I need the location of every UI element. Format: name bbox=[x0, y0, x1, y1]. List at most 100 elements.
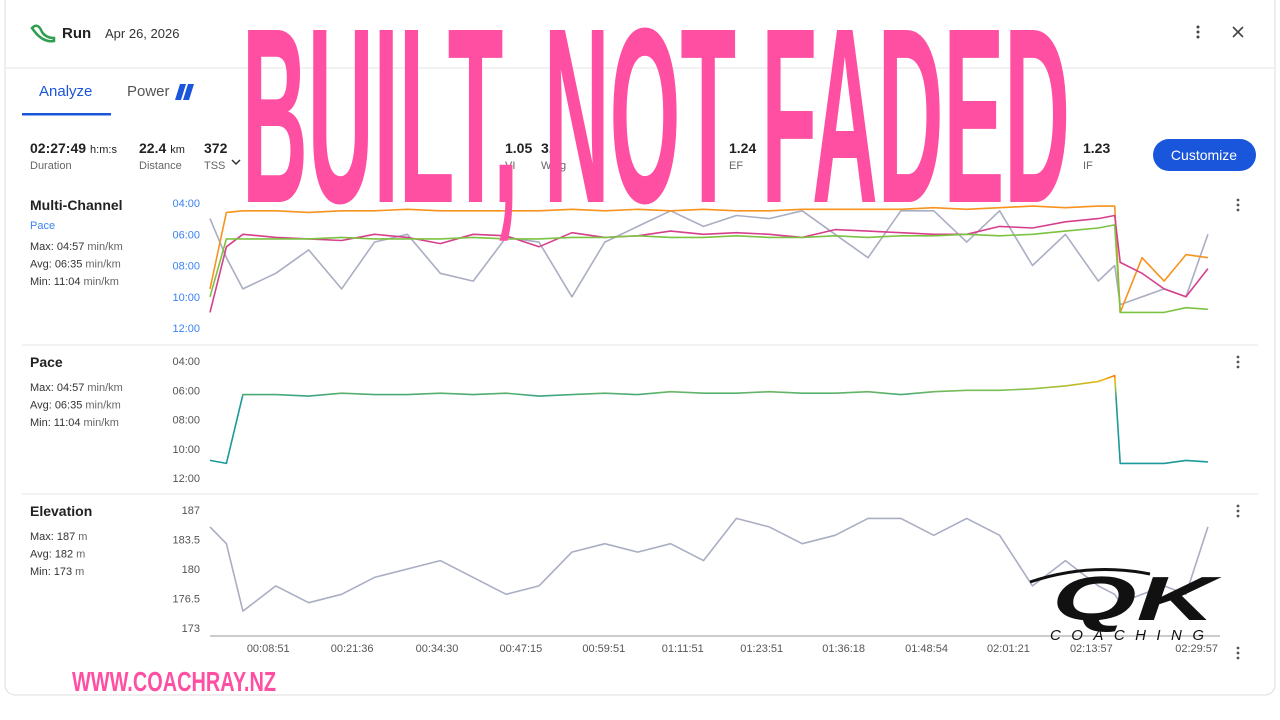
y-tick-label: 04:00 bbox=[172, 356, 200, 368]
stat: Avg: 06:35 min/km bbox=[30, 259, 121, 271]
customize-button[interactable] bbox=[1153, 139, 1256, 171]
metric-unit: km bbox=[170, 144, 185, 156]
logo: QK bbox=[1052, 565, 1222, 634]
x-tick-label: 00:47:15 bbox=[499, 643, 542, 655]
stat: Min: 11:04 min/km bbox=[30, 276, 119, 288]
close-button[interactable] bbox=[1232, 26, 1244, 38]
x-tick-label: 00:08:51 bbox=[247, 643, 290, 655]
menu-dot bbox=[1236, 656, 1240, 660]
stat-value: 11:04 bbox=[54, 417, 81, 429]
y-tick-label: 173 bbox=[182, 623, 200, 635]
metric-value: 3.6 bbox=[541, 140, 561, 156]
stat-unit: m bbox=[75, 566, 84, 578]
stat-unit: min/km bbox=[87, 241, 122, 253]
y-tick-label: 187 bbox=[182, 505, 200, 517]
x-tick-label: 02:13:57 bbox=[1070, 643, 1113, 655]
run-icon bbox=[30, 24, 56, 43]
x-tick-label: 00:21:36 bbox=[331, 643, 374, 655]
title: Run bbox=[62, 25, 91, 42]
metric-number: 1.05 bbox=[505, 140, 532, 156]
stat-unit: m bbox=[78, 531, 87, 543]
menu-dot bbox=[1236, 208, 1240, 212]
x-tick-label: 02:29:57 bbox=[1175, 643, 1218, 655]
metric-label: Duration bbox=[30, 160, 72, 172]
menu-dot bbox=[1236, 198, 1240, 202]
menu-dot bbox=[1236, 651, 1240, 655]
x-tick-label: 01:48:54 bbox=[905, 643, 948, 655]
power-icon bbox=[175, 84, 194, 100]
tab-underline bbox=[22, 113, 111, 116]
metric-number: 1.24 bbox=[729, 140, 756, 156]
y-tick-label: 10:00 bbox=[172, 444, 200, 456]
stat-value: 182 bbox=[55, 549, 73, 561]
x-tick-label: 01:23:51 bbox=[740, 643, 783, 655]
y-tick-label: 06:00 bbox=[172, 229, 200, 241]
date: Apr 26, 2026 bbox=[105, 26, 179, 41]
stat-unit: min/km bbox=[85, 259, 120, 271]
metric-number: 22.4 bbox=[139, 140, 166, 156]
stat-value: 06:35 bbox=[55, 400, 83, 412]
metric-label: IF bbox=[1083, 160, 1093, 172]
menu-dot bbox=[1236, 203, 1240, 207]
tab[interactable]: Analyze bbox=[39, 83, 92, 100]
stat-value: 173 bbox=[54, 566, 72, 578]
bottom-menu[interactable] bbox=[1236, 646, 1240, 660]
metric-label: TSS bbox=[204, 160, 225, 172]
metric-value: 1.05 bbox=[505, 140, 532, 156]
tss-chevron bbox=[231, 159, 241, 166]
x-tick-label: 01:36:18 bbox=[822, 643, 865, 655]
stat-label: Avg: bbox=[30, 400, 52, 412]
tab[interactable]: Power bbox=[127, 83, 170, 100]
y-tick-label: 08:00 bbox=[172, 415, 200, 427]
y-tick-label: 08:00 bbox=[172, 261, 200, 273]
button-label[interactable]: Customize bbox=[1171, 147, 1237, 163]
menu-dot bbox=[1236, 504, 1240, 508]
y-tick-label: 10:00 bbox=[172, 292, 200, 304]
logo-swoosh bbox=[1029, 568, 1151, 584]
metric-label: W/kg bbox=[541, 160, 566, 172]
data-line bbox=[209, 210, 1209, 306]
stat: Max: 04:57 min/km bbox=[30, 241, 123, 253]
menu-dot bbox=[1236, 509, 1240, 513]
data-line bbox=[209, 517, 1209, 612]
stat-unit: m bbox=[76, 549, 85, 561]
y-tick-label: 176.5 bbox=[172, 594, 200, 606]
metric-value: 1.24 bbox=[729, 140, 756, 156]
x-tick-label: 02:01:21 bbox=[987, 643, 1030, 655]
stat-label: Avg: bbox=[30, 549, 52, 561]
y-tick-label: 12:00 bbox=[172, 473, 200, 485]
menu-dot bbox=[1236, 355, 1240, 359]
stat: Max: 04:57 min/km bbox=[30, 382, 123, 394]
stat: Avg: 06:35 min/km bbox=[30, 400, 121, 412]
y-tick-label: 04:00 bbox=[172, 198, 200, 210]
data-line bbox=[209, 374, 1208, 465]
menu-dot bbox=[1236, 360, 1240, 364]
stat-label: Avg: bbox=[30, 259, 52, 271]
chart-menu[interactable] bbox=[1236, 198, 1240, 212]
menu-dot bbox=[1236, 646, 1240, 650]
metric-number: 3.6 bbox=[541, 140, 561, 156]
stat-label: Max: bbox=[30, 531, 54, 543]
stat-label: Min: bbox=[30, 566, 51, 578]
menu-button[interactable] bbox=[1196, 25, 1200, 39]
y-tick-label: 183.5 bbox=[172, 535, 200, 547]
metric-unit: h:m:s bbox=[90, 144, 117, 156]
stat-value: 11:04 bbox=[54, 276, 81, 288]
metric-label: EF bbox=[729, 160, 743, 172]
metric-value: 1.23 bbox=[1083, 140, 1110, 156]
dialog bbox=[4, 0, 1276, 696]
data-line bbox=[209, 205, 1209, 314]
chart-menu[interactable] bbox=[1236, 504, 1240, 518]
stat-value: 06:35 bbox=[55, 259, 83, 271]
stat-value: 04:57 bbox=[57, 241, 85, 253]
metric-value: 22.4 km bbox=[139, 140, 185, 156]
x-tick-label: 01:11:51 bbox=[662, 643, 704, 655]
chart-menu[interactable] bbox=[1236, 355, 1240, 369]
y-tick-label: 180 bbox=[182, 564, 200, 576]
stat-unit: min/km bbox=[84, 417, 119, 429]
stat-unit: min/km bbox=[84, 276, 119, 288]
overlay-url: WWW.COACHRAY.NZ bbox=[72, 666, 276, 697]
stat-value: 04:57 bbox=[57, 382, 85, 394]
stat-unit: min/km bbox=[87, 382, 122, 394]
y-tick-label: 12:00 bbox=[172, 323, 200, 335]
